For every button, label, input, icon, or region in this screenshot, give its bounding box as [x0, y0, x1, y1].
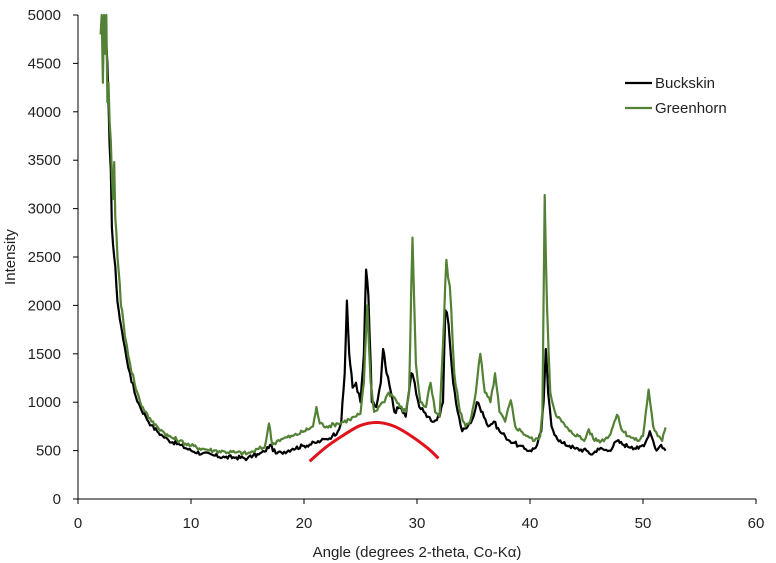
legend: Buckskin Greenhorn	[625, 75, 727, 117]
y-tick-label: 5000	[28, 7, 61, 24]
x-tick-label: 60	[748, 515, 765, 532]
x-axis-title: Angle (degrees 2-theta, Co-Kα)	[313, 544, 522, 561]
y-tick-label: 3500	[28, 152, 61, 169]
legend-label-greenhorn: Greenhorn	[655, 100, 727, 117]
y-tick-label: 1000	[28, 394, 61, 411]
legend-item-buckskin: Buckskin	[625, 75, 715, 92]
x-tick-label: 0	[74, 515, 82, 532]
y-tick-label: 4000	[28, 104, 61, 121]
series-layer	[99, 13, 667, 462]
legend-item-greenhorn: Greenhorn	[625, 100, 727, 117]
x-tick-label: 30	[409, 515, 426, 532]
x-tick-label: 20	[296, 515, 313, 532]
y-tick-label: 2500	[28, 249, 61, 266]
x-tick-label: 10	[183, 515, 200, 532]
legend-label-buckskin: Buckskin	[655, 75, 715, 92]
y-tick-label: 4500	[28, 55, 61, 72]
series-line-buckskin	[102, 14, 667, 462]
x-tick-label: 50	[635, 515, 652, 532]
amorphous-hump-curve	[308, 421, 440, 463]
y-tick-label: 1500	[28, 346, 61, 363]
y-tick-label: 500	[36, 443, 61, 460]
x-tick-label: 40	[522, 515, 539, 532]
annotation-layer	[308, 421, 440, 463]
y-axis-ticks: 0 500 1000 1500 2000 2500 3000 3500 4000 4500 5000	[28, 7, 78, 508]
y-tick-label: 3000	[28, 201, 61, 218]
y-tick-label: 2000	[28, 297, 61, 314]
y-tick-label: 0	[53, 491, 61, 508]
series-line-greenhorn	[99, 13, 667, 456]
x-axis-ticks: 0 10 20 30 40 50 60	[74, 499, 765, 532]
y-axis-title: Intensity	[2, 229, 19, 285]
